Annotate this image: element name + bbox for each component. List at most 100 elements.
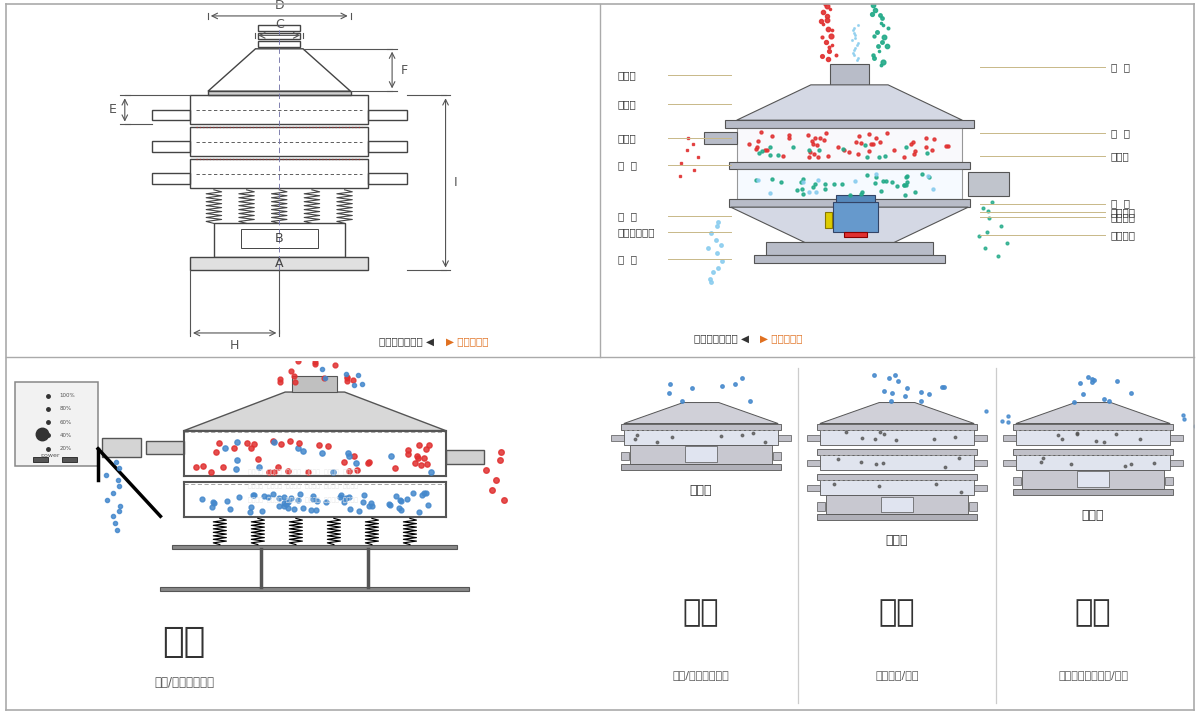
Polygon shape — [820, 403, 974, 423]
Bar — [214, 223, 344, 257]
Bar — [806, 460, 820, 466]
Bar — [1003, 435, 1015, 441]
Text: ▶ 结构示意图: ▶ 结构示意图 — [445, 336, 488, 346]
Text: C: C — [275, 18, 283, 31]
Text: 过滤: 过滤 — [878, 598, 916, 627]
Bar — [630, 445, 773, 464]
Bar — [704, 131, 737, 144]
Bar — [835, 196, 875, 202]
Text: 20%: 20% — [60, 446, 72, 451]
Text: 60%: 60% — [60, 420, 72, 425]
Text: 出料口: 出料口 — [618, 133, 636, 143]
Bar — [1170, 435, 1183, 441]
Bar — [1013, 489, 1174, 496]
Bar — [968, 502, 977, 511]
Bar — [190, 127, 368, 156]
Bar — [1013, 423, 1174, 430]
Bar — [974, 460, 988, 466]
Bar — [102, 438, 140, 457]
Text: 销售电话  销售电话  销售电话  销售电话  销售电话  销售电话: 销售电话 销售电话 销售电话 销售电话 销售电话 销售电话 — [248, 498, 358, 503]
Polygon shape — [737, 85, 962, 120]
Bar — [755, 255, 944, 263]
Text: 外形尺寸示意图 ◀: 外形尺寸示意图 ◀ — [379, 336, 433, 346]
Text: 加重块: 加重块 — [1111, 151, 1129, 161]
Text: H: H — [230, 339, 239, 352]
Text: 分级: 分级 — [162, 625, 206, 659]
Bar — [974, 435, 988, 441]
Bar — [826, 495, 968, 514]
Text: 单层式: 单层式 — [690, 484, 713, 497]
Bar — [817, 423, 977, 430]
Bar — [817, 448, 977, 455]
Text: 运输固定螺栓: 运输固定螺栓 — [618, 227, 655, 237]
Bar — [620, 451, 629, 461]
Text: 40%: 40% — [60, 433, 72, 438]
Bar — [844, 232, 868, 237]
Bar — [820, 430, 974, 445]
Text: 上部重锤: 上部重锤 — [1111, 208, 1136, 218]
Bar — [730, 161, 970, 169]
Text: 80%: 80% — [60, 406, 72, 411]
Text: 进料口: 进料口 — [618, 70, 636, 80]
Bar — [1003, 460, 1015, 466]
Bar — [830, 64, 869, 85]
Text: 筛  盘: 筛 盘 — [1111, 198, 1130, 208]
Bar — [620, 423, 781, 430]
Bar — [1013, 448, 1174, 455]
Bar — [881, 497, 913, 513]
Text: F: F — [401, 64, 408, 76]
Bar — [208, 91, 350, 96]
Text: ▶ 结构示意图: ▶ 结构示意图 — [761, 333, 803, 343]
Text: 三层式: 三层式 — [886, 535, 908, 548]
Text: 100%: 100% — [60, 393, 76, 398]
Bar — [173, 545, 457, 549]
Bar — [730, 199, 970, 207]
Bar — [1170, 460, 1183, 466]
Bar — [624, 430, 779, 445]
Bar — [611, 435, 624, 441]
Text: 束  环: 束 环 — [618, 161, 637, 171]
Polygon shape — [185, 392, 445, 431]
Text: I: I — [454, 176, 457, 189]
Bar — [806, 435, 820, 441]
Bar — [62, 457, 77, 462]
Text: 振动电机: 振动电机 — [1111, 212, 1136, 222]
Bar — [779, 435, 791, 441]
Bar — [1015, 455, 1170, 470]
Bar — [826, 212, 832, 228]
Bar — [968, 172, 1009, 196]
Bar — [685, 446, 718, 462]
Bar — [820, 481, 974, 495]
Polygon shape — [731, 207, 968, 243]
Bar — [620, 464, 781, 470]
Text: power: power — [41, 453, 60, 458]
Text: D: D — [275, 0, 284, 11]
Bar — [725, 120, 974, 128]
Bar — [1021, 470, 1164, 489]
Bar — [817, 474, 977, 481]
Bar — [974, 485, 988, 491]
Text: 双层式: 双层式 — [1081, 509, 1104, 522]
Text: 除杂: 除杂 — [1075, 598, 1111, 627]
Bar — [258, 41, 300, 47]
Bar — [833, 202, 877, 232]
Text: 销售电话  销售电话  销售电话  销售电话  销售电话  销售电话: 销售电话 销售电话 销售电话 销售电话 销售电话 销售电话 — [248, 470, 358, 476]
Bar — [161, 588, 469, 591]
Text: B: B — [275, 232, 283, 245]
Text: 分级: 分级 — [683, 598, 719, 627]
Text: 去除液体中的颗粒/异物: 去除液体中的颗粒/异物 — [1058, 670, 1128, 680]
Bar — [806, 485, 820, 491]
Text: 颗粒/粉末准确分级: 颗粒/粉末准确分级 — [154, 676, 214, 689]
Text: 网  架: 网 架 — [1111, 129, 1130, 139]
Text: 外形尺寸示意图 ◀: 外形尺寸示意图 ◀ — [694, 333, 749, 343]
Bar — [445, 451, 484, 464]
Text: A: A — [275, 257, 283, 270]
Bar — [820, 455, 974, 470]
Bar — [258, 33, 300, 39]
Bar — [773, 451, 781, 461]
Bar — [190, 257, 368, 271]
Bar — [767, 243, 932, 255]
Bar — [737, 128, 962, 161]
Bar — [190, 96, 368, 124]
Text: E: E — [109, 104, 116, 116]
